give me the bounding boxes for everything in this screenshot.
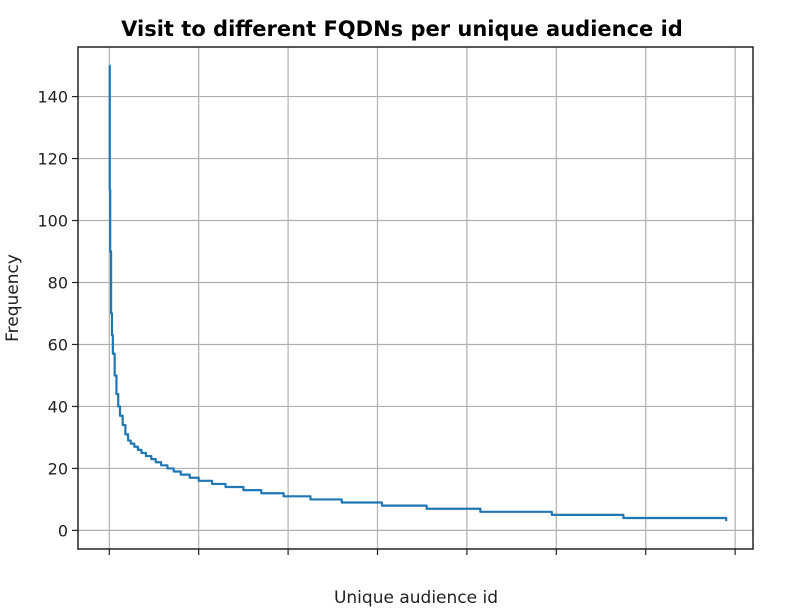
axis-ticks: 0 20 40 60 80 100 120 140 xyxy=(37,88,736,555)
y-tick-label: 0 xyxy=(58,521,68,540)
series-line-0 xyxy=(108,64,728,522)
y-tick-label: 120 xyxy=(37,150,68,169)
y-tick-label: 80 xyxy=(48,274,68,293)
y-tick-label: 100 xyxy=(37,212,68,231)
y-tick-label: 20 xyxy=(48,459,68,478)
grid-lines xyxy=(78,47,753,549)
y-tick-label: 60 xyxy=(48,335,68,354)
series-layer xyxy=(108,64,728,522)
y-axis-label: Frequency xyxy=(3,254,23,342)
x-axis-label: Unique audience id xyxy=(334,588,498,608)
chart-title: Visit to different FQDNs per unique audi… xyxy=(121,17,683,41)
plot-frame xyxy=(77,46,754,550)
y-tick-label: 40 xyxy=(48,397,68,416)
y-tick-label: 140 xyxy=(37,88,68,107)
